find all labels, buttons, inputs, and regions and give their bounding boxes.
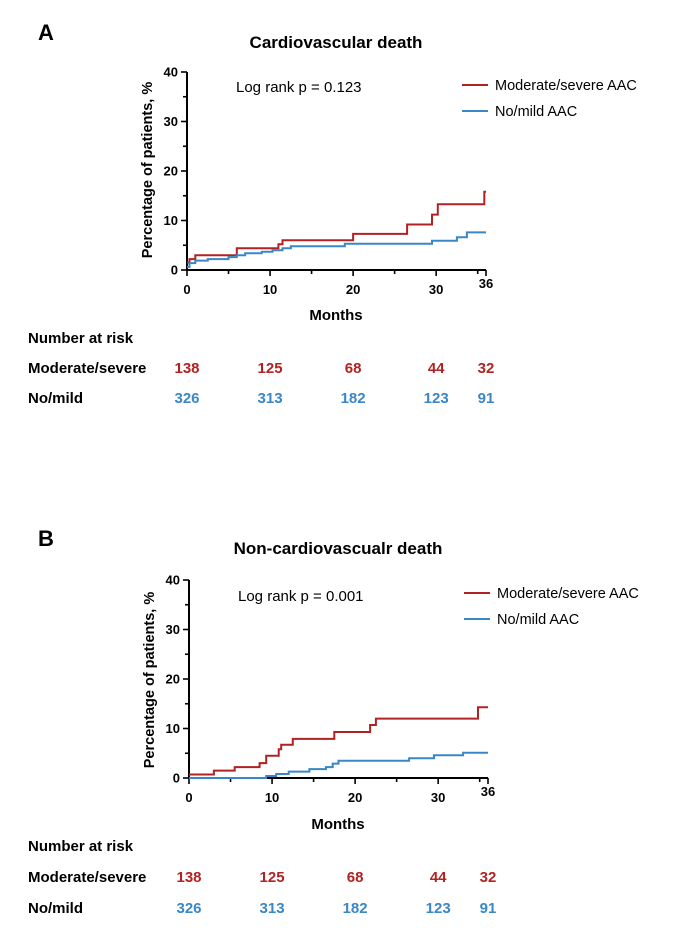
panel-b-risk-table: Number at risk Moderate/severe No/mild 1… bbox=[28, 838, 496, 917]
series-moderate-severe-line bbox=[189, 706, 488, 776]
panel-a-axes: 0 10 20 30 40 0 10 20 30 36 bbox=[164, 65, 494, 298]
panel-b-risk-label-moderate: Moderate/severe bbox=[28, 869, 146, 886]
risk-value: 125 bbox=[260, 869, 285, 886]
risk-value: 91 bbox=[478, 390, 495, 407]
panel-b-y-axis-label: Percentage of patients, % bbox=[142, 592, 158, 769]
series-no-mild-line bbox=[187, 231, 486, 268]
risk-value: 44 bbox=[430, 869, 447, 886]
panel-b-risk-values: 138 125 68 44 32 326 313 182 123 91 bbox=[176, 869, 496, 917]
panel-a-legend-moderate: Moderate/severe AAC bbox=[495, 78, 637, 94]
panel-a-y-axis-label: Percentage of patients, % bbox=[140, 82, 156, 259]
risk-value: 123 bbox=[424, 390, 449, 407]
risk-value: 313 bbox=[260, 900, 285, 917]
y-tick-label: 30 bbox=[164, 114, 178, 129]
panel-a: A Cardiovascular death Percentage of pat… bbox=[28, 20, 637, 407]
panel-a-letter: A bbox=[38, 20, 54, 45]
x-tick-label: 0 bbox=[185, 790, 192, 805]
panel-a-legend-nomild: No/mild AAC bbox=[495, 104, 577, 120]
panel-a-risk-table: Number at risk Moderate/severe No/mild 1… bbox=[28, 330, 494, 407]
risk-value: 182 bbox=[341, 390, 366, 407]
y-tick-label: 0 bbox=[173, 771, 180, 786]
risk-value: 32 bbox=[478, 360, 495, 377]
panel-a-legend: Moderate/severe AAC No/mild AAC bbox=[462, 78, 637, 120]
risk-value: 326 bbox=[176, 900, 201, 917]
risk-value: 32 bbox=[480, 869, 497, 886]
y-tick-label: 30 bbox=[166, 622, 180, 637]
x-tick-label: 30 bbox=[431, 790, 445, 805]
risk-value: 138 bbox=[176, 869, 201, 886]
risk-value: 68 bbox=[347, 869, 364, 886]
panel-b-risk-heading: Number at risk bbox=[28, 838, 134, 855]
risk-value: 44 bbox=[428, 360, 445, 377]
panel-b-letter: B bbox=[38, 526, 54, 551]
risk-value: 68 bbox=[345, 360, 362, 377]
panel-a-x-axis-label: Months bbox=[309, 307, 362, 324]
panel-b-risk-label-nomild: No/mild bbox=[28, 900, 83, 917]
risk-value: 182 bbox=[343, 900, 368, 917]
panel-b: B Non-cardiovascualr death Percentage of… bbox=[28, 526, 639, 917]
x-tick-label: 20 bbox=[348, 790, 362, 805]
x-tick-label: 10 bbox=[265, 790, 279, 805]
risk-value: 138 bbox=[174, 360, 199, 377]
panel-a-series bbox=[187, 190, 486, 268]
panel-b-legend: Moderate/severe AAC No/mild AAC bbox=[464, 586, 639, 628]
risk-value: 125 bbox=[258, 360, 283, 377]
y-tick-label: 10 bbox=[166, 721, 180, 736]
risk-value: 123 bbox=[426, 900, 451, 917]
series-no-mild-line bbox=[189, 751, 488, 779]
x-tick-label: 30 bbox=[429, 282, 443, 297]
y-tick-label: 0 bbox=[171, 263, 178, 278]
y-tick-label: 10 bbox=[164, 213, 178, 228]
panel-a-risk-heading: Number at risk bbox=[28, 330, 134, 347]
risk-value: 326 bbox=[174, 390, 199, 407]
x-tick-label: 10 bbox=[263, 282, 277, 297]
risk-value: 91 bbox=[480, 900, 497, 917]
panel-a-risk-label-nomild: No/mild bbox=[28, 390, 83, 407]
panel-a-risk-label-moderate: Moderate/severe bbox=[28, 360, 146, 377]
x-tick-label: 20 bbox=[346, 282, 360, 297]
panel-a-risk-values: 138 125 68 44 32 326 313 182 123 91 bbox=[174, 360, 494, 407]
y-tick-label: 20 bbox=[164, 164, 178, 179]
x-tick-label: 36 bbox=[481, 784, 495, 799]
x-tick-label: 36 bbox=[479, 276, 493, 291]
series-moderate-severe-line bbox=[187, 190, 486, 264]
panel-a-title: Cardiovascular death bbox=[250, 33, 423, 52]
y-tick-label: 20 bbox=[166, 672, 180, 687]
panel-b-legend-nomild: No/mild AAC bbox=[497, 612, 579, 628]
y-tick-label: 40 bbox=[166, 573, 180, 588]
panel-b-log-rank: Log rank p = 0.001 bbox=[238, 588, 364, 605]
y-tick-label: 40 bbox=[164, 65, 178, 80]
panel-b-legend-moderate: Moderate/severe AAC bbox=[497, 586, 639, 602]
panel-b-title: Non-cardiovascualr death bbox=[234, 539, 443, 558]
panel-b-x-axis-label: Months bbox=[311, 816, 364, 833]
risk-value: 313 bbox=[258, 390, 283, 407]
panel-a-log-rank: Log rank p = 0.123 bbox=[236, 79, 362, 96]
x-tick-label: 0 bbox=[183, 282, 190, 297]
panel-b-series bbox=[189, 706, 488, 779]
